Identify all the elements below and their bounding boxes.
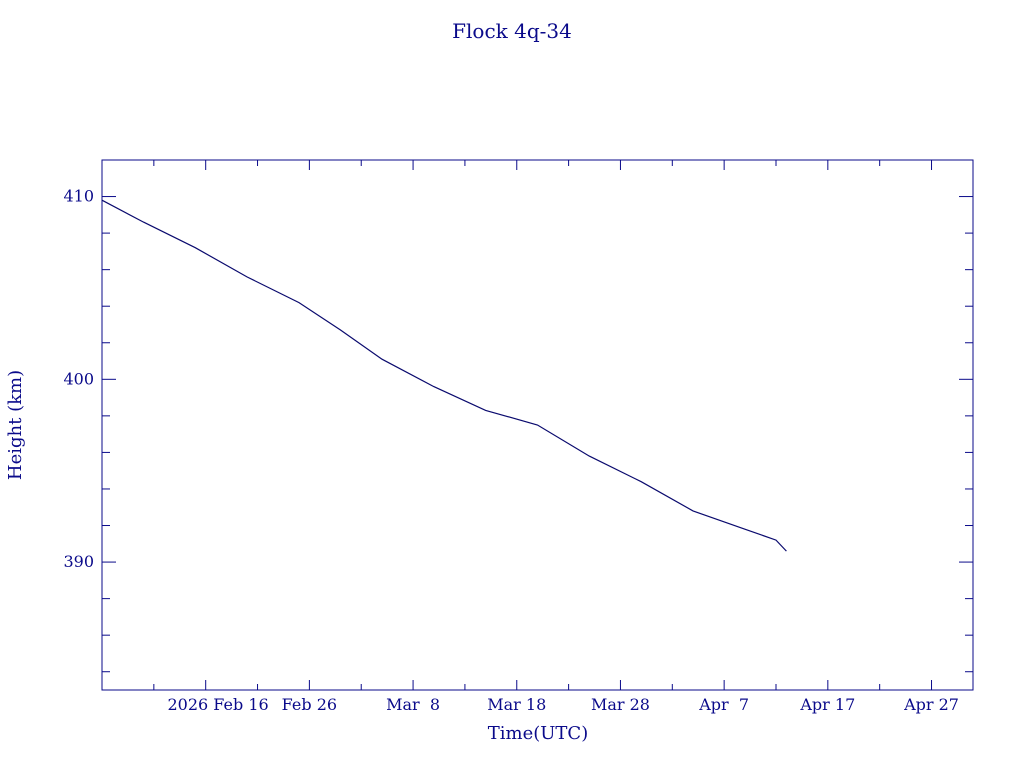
y-axis-label: Height (km) (5, 370, 26, 480)
x-tick-label: Mar 8 (386, 695, 440, 714)
y-tick-label: 400 (63, 369, 94, 388)
plot-frame (101, 159, 974, 691)
x-tick-label: Apr 27 (903, 695, 959, 714)
y-tick-label: 410 (63, 187, 94, 206)
x-tick-label: 2026 Feb 16 (168, 695, 269, 714)
x-axis-label: Time(UTC) (488, 723, 588, 744)
tick-labels: 2026 Feb 16 Feb 26 Mar 8 Mar 18 Mar 28 Apr 7 A… (63, 187, 959, 714)
height-series-line (101, 199, 787, 552)
x-tick-label: Feb 26 (282, 695, 337, 714)
x-tick-label: Mar 28 (591, 695, 650, 714)
chart-title: Flock 4q-34 (452, 19, 572, 43)
x-tick-label: Mar 18 (487, 695, 546, 714)
axis-ticks (102, 159, 973, 690)
x-tick-label: Apr 7 (698, 695, 749, 714)
y-tick-label: 390 (63, 552, 94, 571)
x-tick-label: Apr 17 (799, 695, 855, 714)
